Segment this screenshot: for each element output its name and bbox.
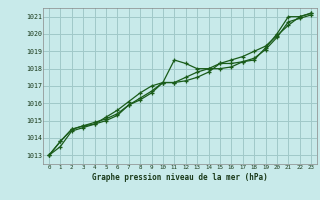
X-axis label: Graphe pression niveau de la mer (hPa): Graphe pression niveau de la mer (hPa)	[92, 173, 268, 182]
